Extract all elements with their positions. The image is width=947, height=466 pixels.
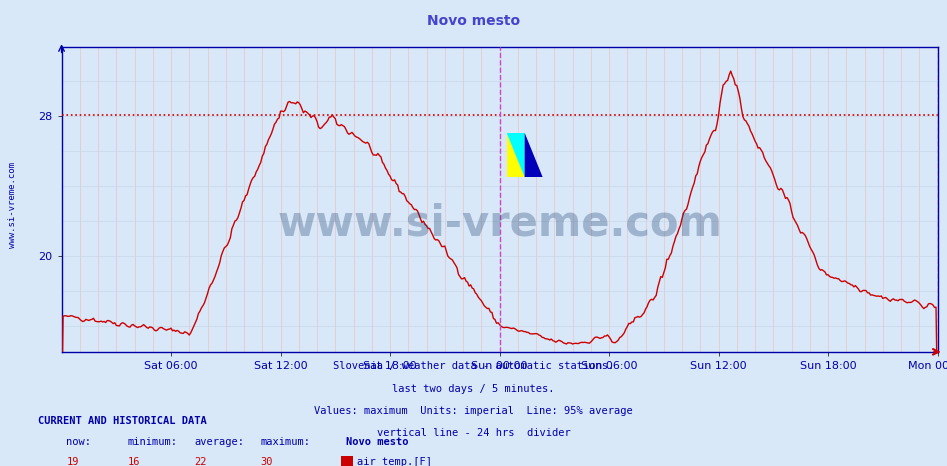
Polygon shape	[525, 133, 543, 177]
Polygon shape	[507, 133, 525, 177]
Text: 16: 16	[128, 457, 140, 466]
Text: Values: maximum  Units: imperial  Line: 95% average: Values: maximum Units: imperial Line: 95…	[314, 406, 633, 416]
Text: air temp.[F]: air temp.[F]	[357, 457, 432, 466]
Text: 22: 22	[194, 457, 206, 466]
Text: average:: average:	[194, 438, 244, 447]
Text: Novo mesto: Novo mesto	[427, 14, 520, 28]
Text: now:: now:	[66, 438, 91, 447]
Text: CURRENT AND HISTORICAL DATA: CURRENT AND HISTORICAL DATA	[38, 417, 206, 426]
Text: last two days / 5 minutes.: last two days / 5 minutes.	[392, 384, 555, 393]
Text: maximum:: maximum:	[260, 438, 311, 447]
Text: vertical line - 24 hrs  divider: vertical line - 24 hrs divider	[377, 428, 570, 438]
Text: Novo mesto: Novo mesto	[346, 438, 408, 447]
Text: 19: 19	[66, 457, 79, 466]
Text: minimum:: minimum:	[128, 438, 178, 447]
Polygon shape	[507, 133, 525, 177]
Text: Slovenia / weather data - automatic stations.: Slovenia / weather data - automatic stat…	[333, 361, 614, 371]
Text: 30: 30	[260, 457, 273, 466]
Text: www.si-vreme.com: www.si-vreme.com	[8, 162, 17, 248]
Text: www.si-vreme.com: www.si-vreme.com	[277, 203, 722, 245]
